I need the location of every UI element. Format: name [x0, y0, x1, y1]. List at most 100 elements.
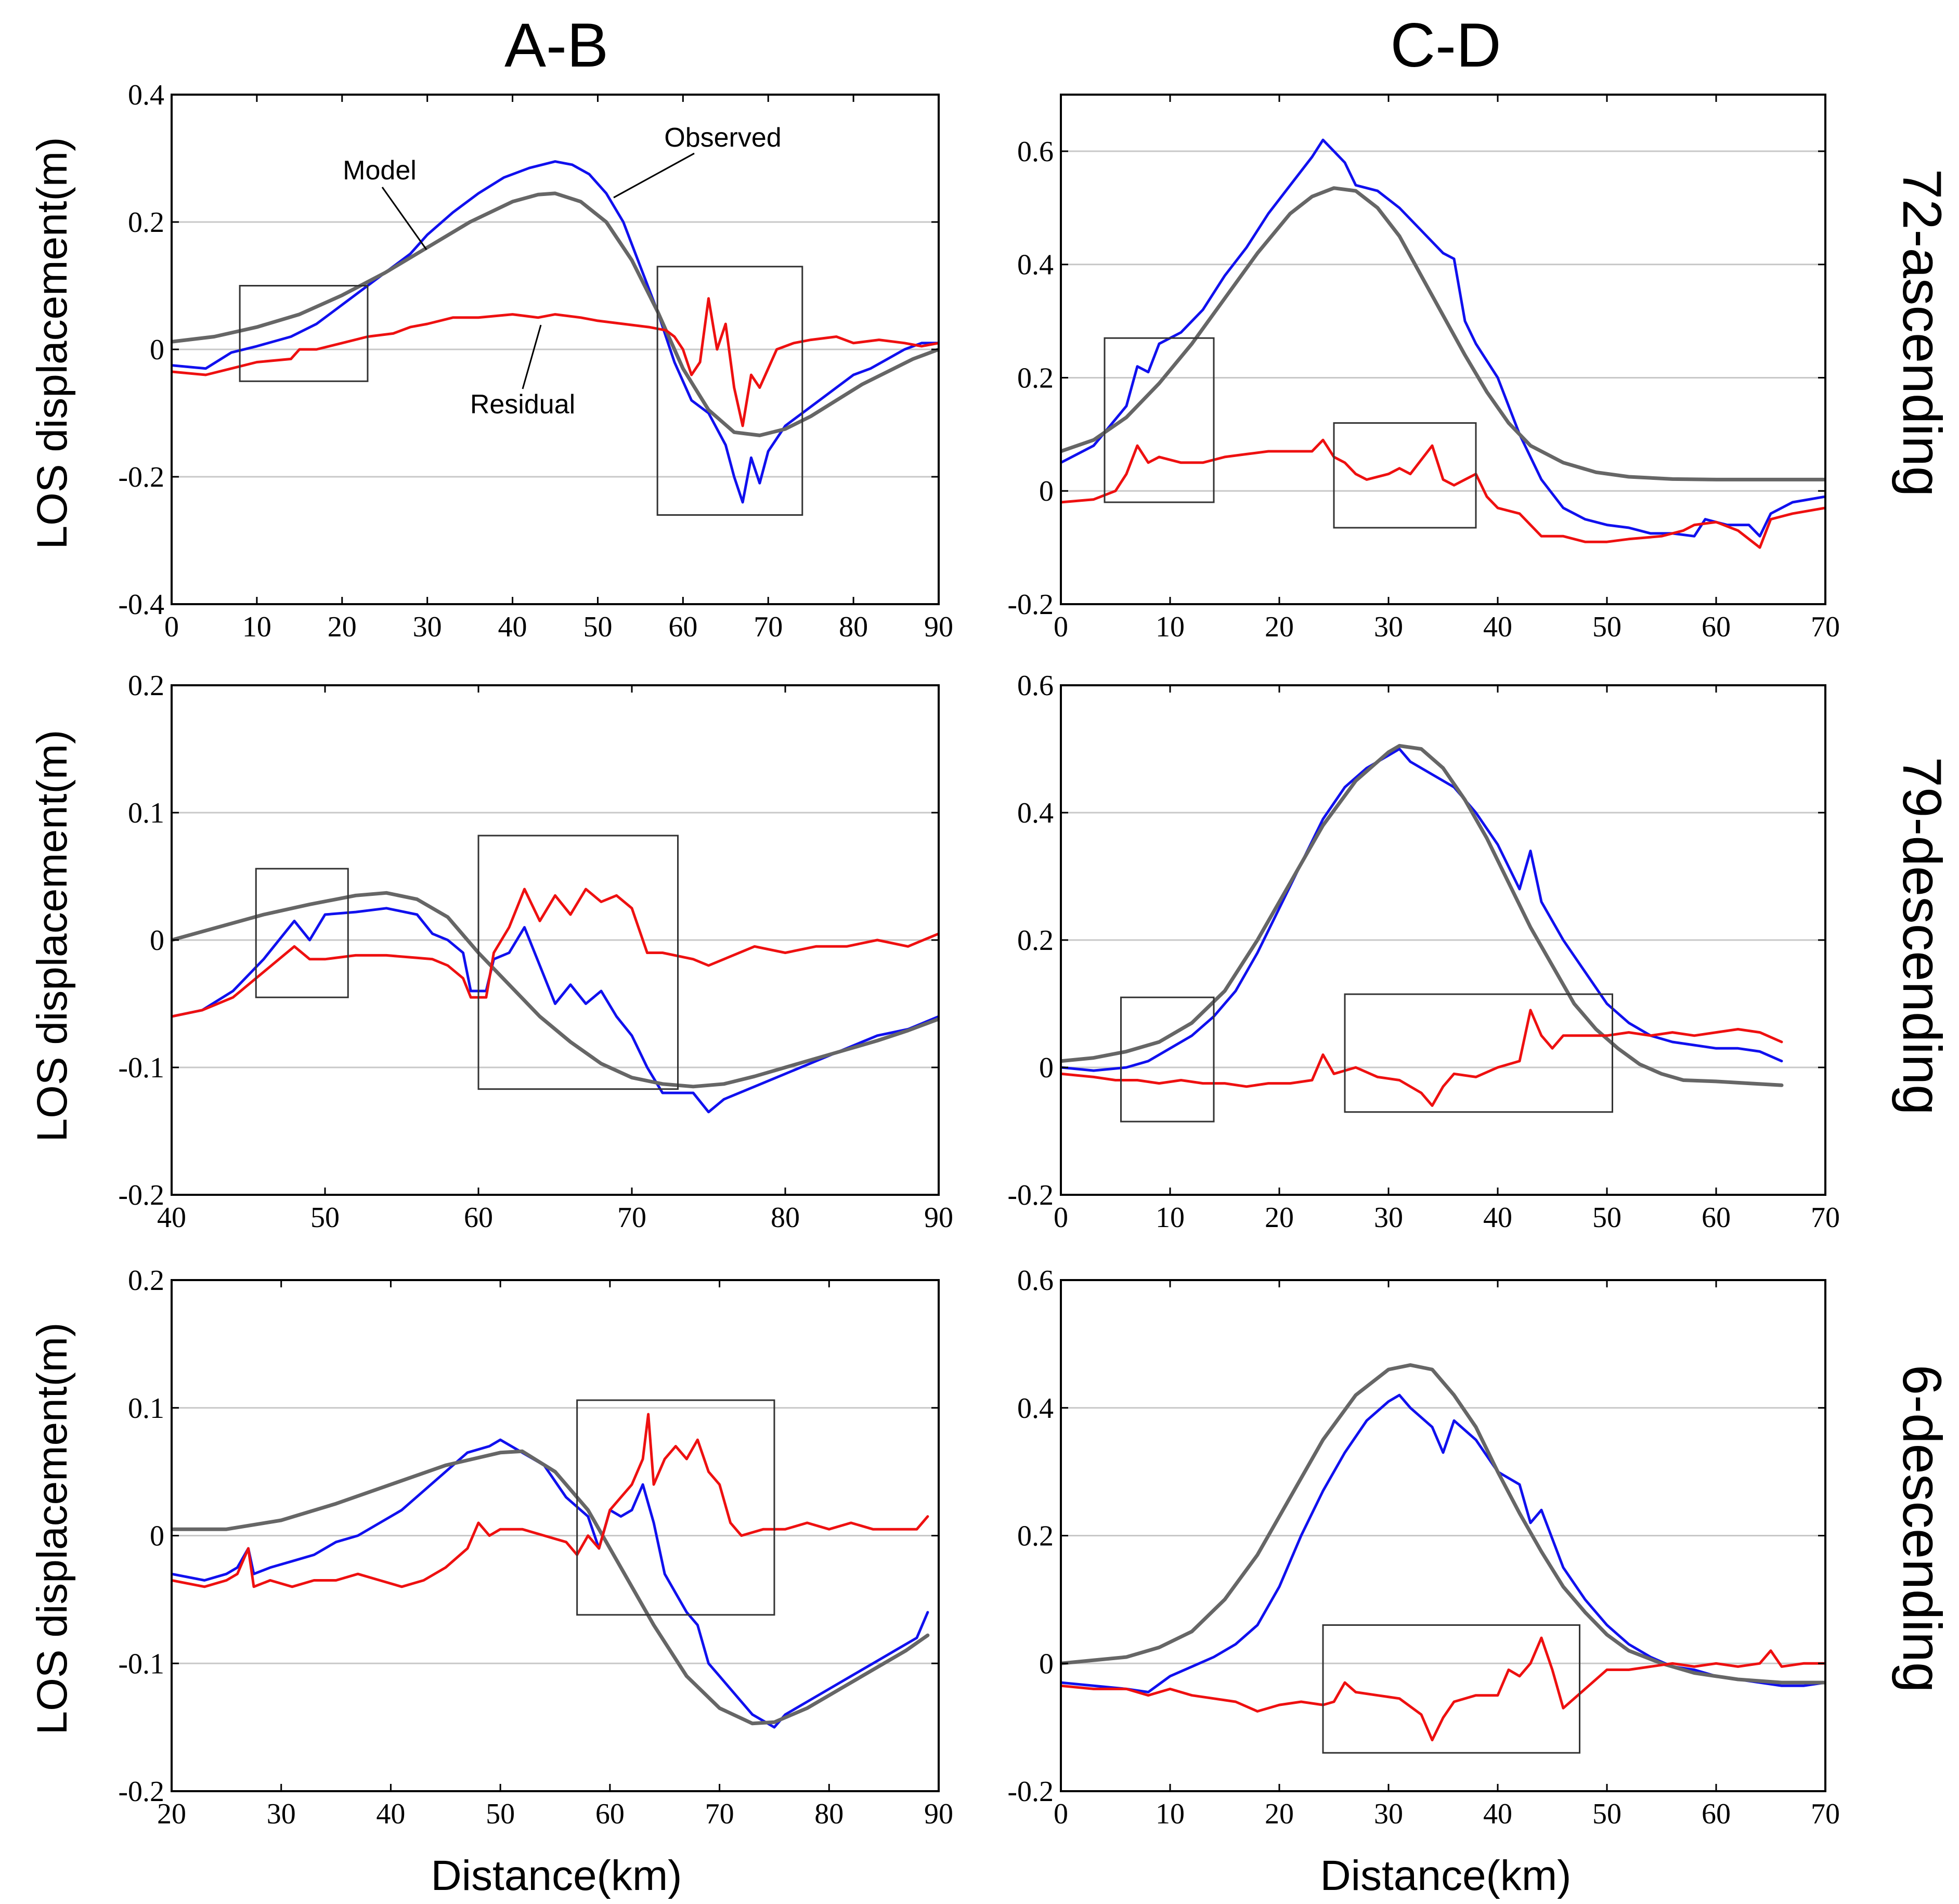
- x-axis-label-right: Distance(km): [1320, 1852, 1572, 1899]
- highlight-box: [1344, 993, 1613, 1113]
- column-title-ab: A-B: [504, 10, 608, 80]
- series-observed-line: [1061, 138, 1825, 538]
- series-observed-line: [172, 160, 939, 504]
- x-tick-label: 90: [924, 1798, 953, 1830]
- panels: 0 10 20 30 40 50 60 70 80 90-0.4-0.200.20.40 10 20 3…: [118, 79, 1840, 1830]
- y-tick-label: 0.2: [128, 206, 164, 239]
- series-residual-line: [172, 888, 939, 1018]
- y-tick-label: 0: [1039, 475, 1054, 507]
- x-tick-label: 70: [1811, 611, 1840, 643]
- x-tick-label: 10: [1156, 1202, 1185, 1234]
- leader-line-residual: [522, 324, 542, 389]
- y-axis-label-row2: LOS displacement(m): [29, 730, 76, 1142]
- y-tick-label: 0: [150, 924, 164, 957]
- x-tick-label: 40: [157, 1202, 186, 1234]
- x-tick-label: 50: [486, 1798, 515, 1830]
- y-tick-label: 0: [150, 1520, 164, 1553]
- x-tick-label: 70: [1811, 1798, 1840, 1830]
- x-tick-label: 70: [1811, 1202, 1840, 1234]
- y-tick-label: 0.1: [128, 797, 164, 829]
- x-tick-label: 10: [242, 611, 271, 643]
- series-residual-line: [1061, 1009, 1783, 1107]
- annotations: Model Observed Residual: [343, 123, 782, 420]
- x-tick-label: 70: [617, 1202, 646, 1234]
- x-tick-label: 40: [498, 611, 527, 643]
- leader-line-observed: [613, 152, 695, 199]
- x-tick-label: 40: [376, 1798, 405, 1830]
- x-tick-label: 20: [1265, 611, 1294, 643]
- y-tick-label: 0.4: [1017, 1392, 1054, 1425]
- y-tick-label: 0.2: [128, 1264, 164, 1297]
- y-tick-label: -0.1: [118, 1052, 164, 1084]
- x-tick-label: 70: [754, 611, 783, 643]
- y-tick-label: -0.2: [118, 1179, 164, 1211]
- row-label-72-ascending: 72-ascending: [1891, 169, 1952, 497]
- annotation-residual: Residual: [470, 389, 575, 420]
- series-group: [1061, 744, 1784, 1107]
- panel-p22: 0 10 20 30 40 50 60 70-0.200.20.40.6: [1007, 670, 1840, 1234]
- x-tick-label: 60: [595, 1798, 625, 1830]
- x-tick-label: 30: [1374, 1202, 1403, 1234]
- series-group: [1061, 138, 1825, 549]
- x-tick-label: 30: [413, 611, 442, 643]
- row-label-6-descending: 6-descending: [1891, 1365, 1952, 1692]
- x-tick-label: 20: [1265, 1202, 1294, 1234]
- y-tick-label: -0.4: [118, 589, 164, 621]
- series-group: [172, 160, 939, 504]
- y-tick-label: -0.1: [118, 1648, 164, 1680]
- y-tick-label: 0.4: [1017, 249, 1054, 281]
- y-tick-label: 0: [150, 334, 164, 366]
- y-tick-label: 0.1: [128, 1392, 164, 1425]
- axes-frame: [1060, 94, 1826, 605]
- x-tick-label: 60: [1702, 1798, 1731, 1830]
- panel-p32: 0 10 20 30 40 50 60 70-0.200.20.40.6: [1007, 1264, 1840, 1830]
- series-residual-line: [1061, 438, 1825, 549]
- x-tick-label: 40: [1483, 1202, 1512, 1234]
- series-group: [1061, 1363, 1825, 1742]
- series-model-line: [1061, 1363, 1825, 1685]
- y-axis-label-row3: LOS displacement(m): [29, 1323, 76, 1735]
- y-tick-label: 0.4: [128, 79, 164, 111]
- x-tick-label: 40: [1483, 1798, 1512, 1830]
- x-tick-label: 10: [1156, 1798, 1185, 1830]
- x-tick-label: 90: [924, 611, 953, 643]
- series-model-line: [1061, 744, 1784, 1087]
- x-tick-label: 90: [924, 1202, 953, 1234]
- x-tick-label: 0: [1054, 1798, 1068, 1830]
- x-tick-label: 50: [310, 1202, 340, 1234]
- column-title-cd: C-D: [1390, 10, 1501, 80]
- x-tick-label: 60: [464, 1202, 493, 1234]
- x-tick-label: 50: [1592, 611, 1621, 643]
- x-axis-label-left: Distance(km): [431, 1852, 682, 1899]
- row-label-79-descending: 79-descending: [1891, 757, 1952, 1115]
- x-tick-label: 30: [1374, 1798, 1403, 1830]
- annotation-observed: Observed: [664, 123, 781, 153]
- x-tick-label: 80: [771, 1202, 800, 1234]
- y-tick-label: -0.2: [118, 461, 164, 493]
- y-tick-label: -0.2: [1007, 589, 1054, 621]
- y-tick-label: -0.2: [1007, 1179, 1054, 1211]
- y-tick-label: 0.2: [128, 670, 164, 702]
- series-observed-line: [1061, 748, 1783, 1072]
- series-residual-line: [1061, 1636, 1825, 1742]
- y-tick-label: -0.2: [118, 1776, 164, 1808]
- y-tick-label: 0: [1039, 1648, 1054, 1680]
- y-tick-label: 0.2: [1017, 924, 1054, 957]
- x-tick-label: 50: [1592, 1202, 1621, 1234]
- highlight-box: [1333, 422, 1477, 529]
- series-model-line: [1061, 186, 1825, 481]
- x-tick-label: 20: [157, 1798, 186, 1830]
- highlight-box: [1322, 1624, 1580, 1754]
- x-tick-label: 0: [1054, 1202, 1068, 1234]
- x-tick-label: 50: [583, 611, 612, 643]
- series-group: [172, 1413, 930, 1729]
- highlight-box: [576, 1399, 775, 1616]
- x-tick-label: 10: [1156, 611, 1185, 643]
- series-residual-line: [172, 297, 939, 427]
- leader-line-model: [381, 187, 427, 250]
- y-axis-label-row1: LOS displacement(m): [29, 137, 76, 550]
- x-tick-label: 30: [267, 1798, 296, 1830]
- series-residual-line: [172, 1413, 929, 1588]
- x-tick-label: 80: [814, 1798, 844, 1830]
